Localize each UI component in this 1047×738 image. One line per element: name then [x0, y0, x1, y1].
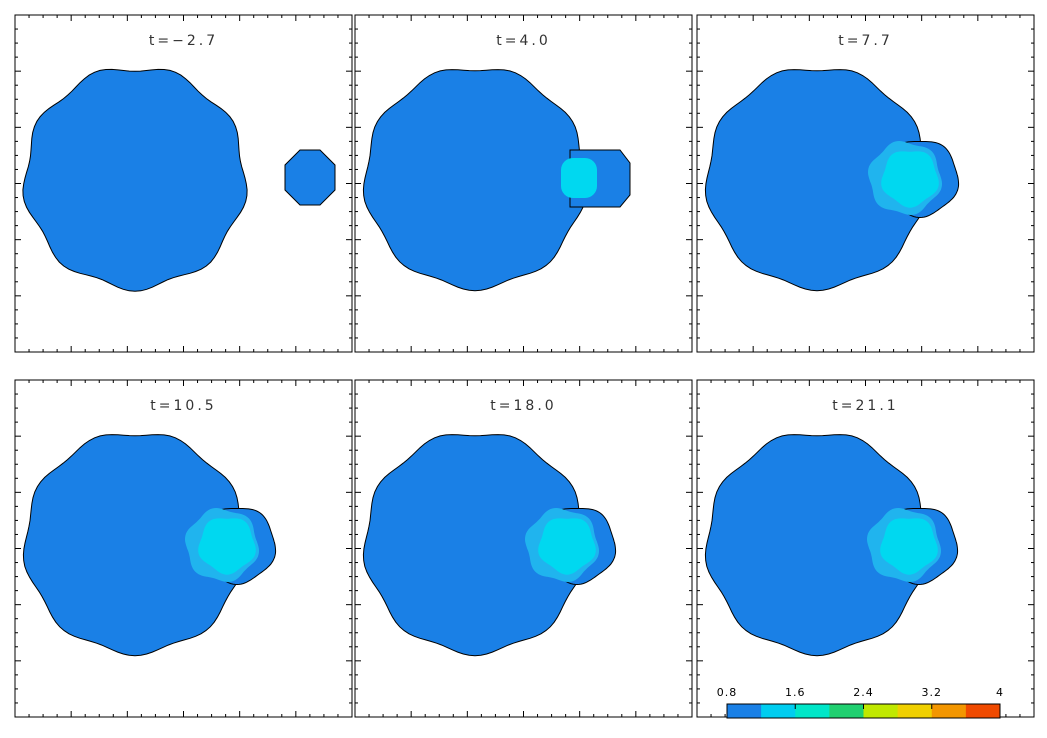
droplet: [704, 434, 930, 657]
colorbar-swatch: [897, 704, 933, 718]
panel: t=10.5: [14, 379, 353, 718]
panel: t=18.0: [354, 379, 693, 718]
colorbar-swatch: [829, 704, 864, 718]
panel-title: t=4.0: [496, 33, 550, 49]
colorbar-label: 1.6: [785, 686, 806, 699]
region: [880, 518, 938, 575]
colorbar: 0.8 1.6 2.4 3.2 4: [717, 686, 1004, 719]
region: [538, 518, 596, 575]
colorbar-label: 0.8: [717, 686, 738, 699]
region: [561, 158, 597, 198]
panel: t=4.0: [354, 14, 693, 353]
panel: t=−2.7: [14, 14, 353, 353]
panel-title: t=7.7: [838, 33, 892, 49]
droplet: [362, 434, 588, 657]
region: [881, 151, 939, 208]
droplet: [22, 68, 248, 292]
colorbar-swatch: [931, 704, 967, 718]
panel-title: t=10.5: [150, 398, 216, 414]
panel-title: t=21.1: [832, 398, 898, 414]
panel-title: t=−2.7: [149, 33, 218, 49]
colorbar-swatch: [965, 704, 1001, 718]
droplet: [22, 434, 248, 657]
colorbar-swatch: [795, 704, 830, 718]
region: [198, 518, 256, 575]
colorbar-swatch: [761, 704, 796, 718]
colorbar-label: 2.4: [853, 686, 874, 699]
panel: t=7.7: [696, 14, 1035, 353]
colorbar-label: 4: [996, 686, 1004, 699]
colorbar-swatch: [727, 704, 762, 718]
panel-title: t=18.0: [490, 398, 556, 414]
droplet: [284, 149, 336, 206]
droplet: [362, 69, 588, 292]
colorbar-swatch: [863, 704, 899, 718]
colorbar-label: 3.2: [922, 686, 943, 699]
droplet: [704, 69, 930, 292]
panel: t=21.1: [696, 379, 1035, 718]
